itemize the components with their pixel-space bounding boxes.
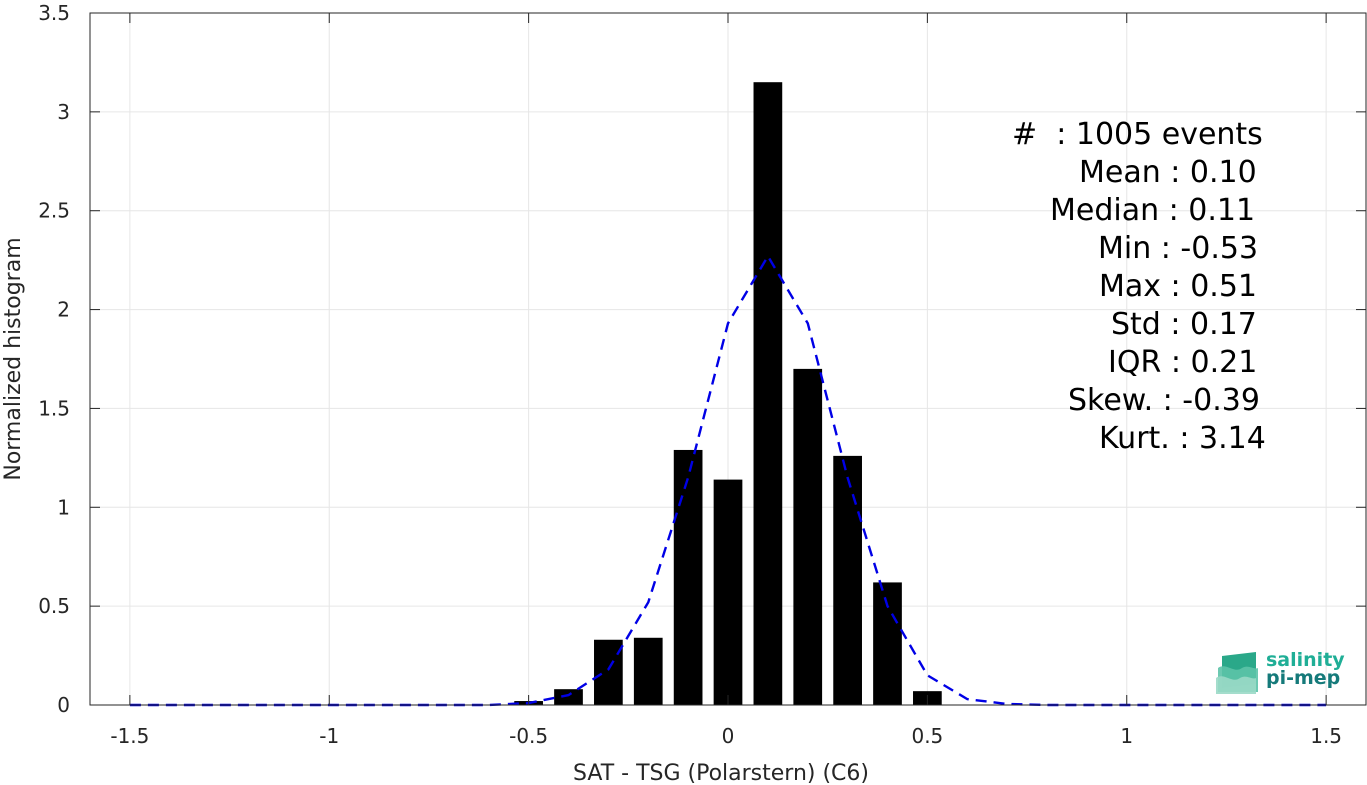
x-tick-label: 0.5 — [911, 724, 943, 748]
salinity-pimep-logo: salinity pi-mep — [1216, 646, 1346, 694]
stat-iqr: IQR : 0.21 — [1108, 345, 1258, 380]
y-tick-label: 1 — [57, 495, 70, 519]
y-tick-label: 3 — [57, 100, 70, 124]
logo-text-pimep: pi-mep — [1266, 667, 1341, 689]
histogram-bar — [873, 582, 902, 705]
y-tick-label: 2.5 — [38, 199, 70, 223]
logo-text-salinity: salinity — [1266, 649, 1345, 671]
x-tick-label: 0 — [722, 724, 735, 748]
x-tick-label: 1 — [1120, 724, 1133, 748]
stat-mean: Mean : 0.10 — [1079, 155, 1257, 190]
histogram-bar — [753, 82, 783, 705]
y-tick-label: 2 — [57, 298, 70, 322]
histogram-bar — [633, 637, 663, 705]
x-tick-labels: -1.5 -1 -0.5 0 0.5 1 1.5 — [110, 724, 1342, 748]
histogram-bar — [793, 368, 823, 705]
x-tick-label: -0.5 — [509, 724, 548, 748]
histogram-bar — [594, 639, 623, 705]
y-tick-labels: 0 0.5 1 1.5 2 2.5 3 3.5 — [38, 1, 70, 717]
stat-min: Min : -0.53 — [1098, 231, 1259, 266]
y-tick-label: 0 — [57, 693, 70, 717]
stat-kurt: Kurt. : 3.14 — [1099, 421, 1266, 456]
x-tick-label: -1 — [319, 724, 339, 748]
axis-ticks — [90, 12, 1366, 706]
y-tick-label: 3.5 — [38, 1, 70, 25]
x-axis-label: SAT - TSG (Polarstern) (C6) — [573, 761, 869, 785]
histogram-bar — [554, 689, 583, 705]
stat-count: # : 1005 events — [1012, 117, 1263, 152]
x-tick-label: -1.5 — [110, 724, 149, 748]
histogram-bars — [514, 82, 942, 705]
histogram-bar — [713, 479, 743, 705]
stat-median: Median : 0.11 — [1050, 193, 1256, 228]
stat-max: Max : 0.51 — [1099, 269, 1257, 304]
histogram-bar — [673, 449, 703, 705]
y-tick-label: 0.5 — [38, 594, 70, 618]
x-tick-label: 1.5 — [1310, 724, 1342, 748]
y-axis-label: Normalized histogram — [1, 237, 26, 480]
y-tick-label: 1.5 — [38, 396, 70, 420]
wave-logo-icon — [1216, 652, 1258, 694]
grid-lines — [90, 12, 1366, 706]
stat-std: Std : 0.17 — [1111, 307, 1257, 342]
histogram-bar — [833, 455, 862, 705]
stat-skew: Skew. : -0.39 — [1068, 383, 1260, 418]
